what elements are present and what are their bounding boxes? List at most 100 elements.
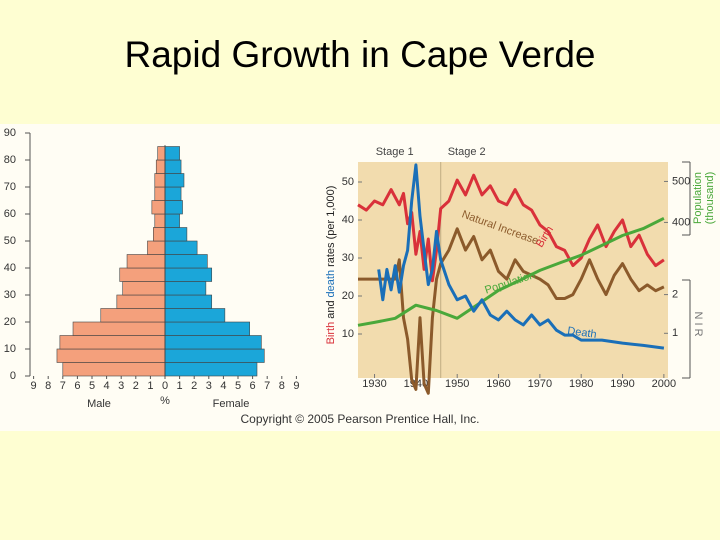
- bar: [154, 173, 166, 188]
- bar: [157, 146, 166, 161]
- x-tick-label: 5: [89, 380, 95, 392]
- y-tick-label: 70: [4, 181, 16, 193]
- x-tick-label: 1960: [486, 378, 510, 390]
- x-tick-label: 1980: [569, 378, 593, 390]
- copyright: Copyright © 2005 Pearson Prentice Hall, …: [241, 412, 480, 426]
- annotation: Stage 2: [448, 146, 486, 158]
- slide-title: Rapid Growth in Cape Verde: [125, 34, 596, 75]
- bar: [126, 254, 166, 269]
- bar: [164, 146, 180, 161]
- bar: [164, 200, 183, 215]
- y-tick-label: 500: [672, 175, 690, 187]
- bar: [164, 281, 207, 296]
- x-tick-label: 1: [147, 380, 153, 392]
- bar: [164, 254, 208, 269]
- bar: [154, 213, 166, 228]
- x-tick-label: 4: [104, 380, 110, 392]
- x-tick-label: 3: [118, 380, 124, 392]
- bar: [164, 267, 213, 282]
- y-tick-label: 50: [4, 235, 16, 247]
- y-tick-label: 1: [672, 327, 678, 339]
- x-tick-label: 7: [264, 380, 270, 392]
- y-axis-label: Birth and death rates (per 1,000): [325, 186, 337, 345]
- y-tick-label: 0: [10, 370, 16, 382]
- y-axis-label-part: Birth: [325, 322, 337, 345]
- x-tick-label: 1990: [610, 378, 634, 390]
- bar: [59, 335, 166, 350]
- y-axis-label-part: and: [325, 300, 337, 318]
- y2-axis-label: Population: [692, 172, 704, 224]
- bar: [164, 308, 226, 323]
- series-line: [357, 173, 665, 283]
- y-tick-label: 20: [342, 290, 354, 302]
- axis-label: Female: [213, 398, 250, 410]
- y2-axis-label: (thousand): [704, 172, 716, 225]
- bar: [153, 227, 166, 242]
- x-tick-label: 6: [74, 380, 80, 392]
- x-tick-label: 2: [133, 380, 139, 392]
- bar: [164, 227, 188, 242]
- bar: [164, 173, 185, 188]
- x-tick-label: 8: [45, 380, 51, 392]
- x-tick-label: 1970: [528, 378, 552, 390]
- bar: [62, 362, 166, 377]
- bar: [151, 200, 166, 215]
- x-tick-label: 7: [60, 380, 66, 392]
- bar: [155, 159, 166, 174]
- x-tick-label: 3: [206, 380, 212, 392]
- x-tick-label: 4: [220, 380, 226, 392]
- bar: [164, 186, 182, 201]
- y-tick-label: 30: [4, 289, 16, 301]
- axis-label: Male: [87, 398, 111, 410]
- y-tick-label: 400: [672, 216, 690, 228]
- y-tick-label: 10: [342, 328, 354, 340]
- series-line: [357, 216, 665, 327]
- y-tick-label: 40: [342, 214, 354, 226]
- y-tick-label: 40: [4, 262, 16, 274]
- bar: [119, 267, 166, 282]
- y-tick-label: 90: [4, 127, 16, 139]
- y-tick-label: 2: [672, 288, 678, 300]
- x-tick-label: 1: [177, 380, 183, 392]
- bar: [164, 362, 258, 377]
- x-tick-label: 9: [293, 380, 299, 392]
- axis-label: %: [160, 395, 170, 407]
- series-line: [358, 227, 665, 395]
- x-tick-label: 2000: [652, 378, 676, 390]
- bar: [56, 348, 166, 363]
- y-tick-label: 30: [342, 252, 354, 264]
- bar: [154, 186, 166, 201]
- bar: [100, 308, 166, 323]
- series-line: [377, 163, 665, 350]
- y-tick-label: 60: [4, 208, 16, 220]
- bar: [72, 321, 166, 336]
- annotation: Stage 1: [376, 146, 414, 158]
- x-tick-label: 5: [235, 380, 241, 392]
- bar: [164, 213, 180, 228]
- y-axis-label-part: rates (per 1,000): [325, 186, 337, 267]
- x-tick-label: 2: [191, 380, 197, 392]
- y-tick-label: 50: [342, 176, 354, 188]
- series-label: Death: [567, 325, 598, 341]
- bar: [164, 240, 198, 255]
- x-tick-label: 0: [162, 380, 168, 392]
- bar: [147, 240, 166, 255]
- x-tick-label: 9: [31, 380, 37, 392]
- y-tick-label: 20: [4, 316, 16, 328]
- x-tick-label: 1930: [362, 378, 386, 390]
- bar: [164, 348, 265, 363]
- bar: [164, 294, 213, 309]
- x-tick-label: 8: [279, 380, 285, 392]
- bar: [164, 159, 182, 174]
- y-axis-label-part: death: [325, 270, 337, 298]
- x-tick-label: 6: [250, 380, 256, 392]
- y-tick-label: 80: [4, 154, 16, 166]
- bar: [116, 294, 166, 309]
- bar: [122, 281, 166, 296]
- bar: [164, 335, 262, 350]
- y3-axis-label: N I R: [692, 311, 704, 336]
- bar: [164, 321, 250, 336]
- x-tick-label: 1950: [445, 378, 469, 390]
